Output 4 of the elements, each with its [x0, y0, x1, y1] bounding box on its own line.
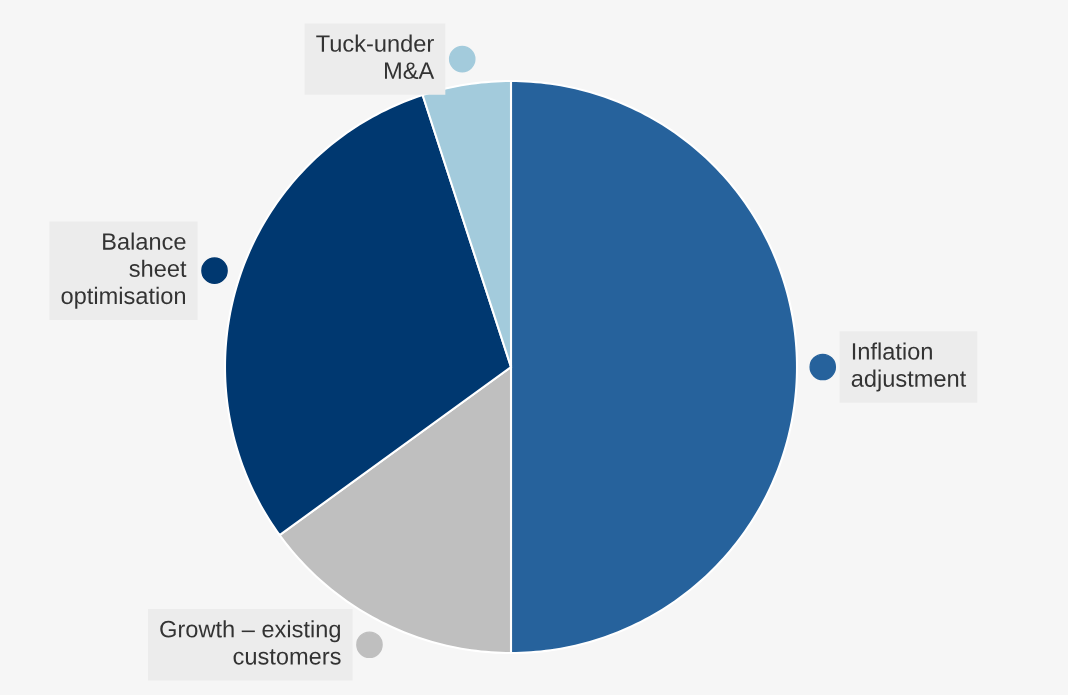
legend-label: Growth – existing customers	[160, 620, 341, 665]
legend-label: Tuck-under M&A	[316, 34, 435, 80]
slice-label: Inflation adjustment	[851, 342, 967, 392]
legend-label: Balance sheet optimisation	[61, 232, 187, 309]
